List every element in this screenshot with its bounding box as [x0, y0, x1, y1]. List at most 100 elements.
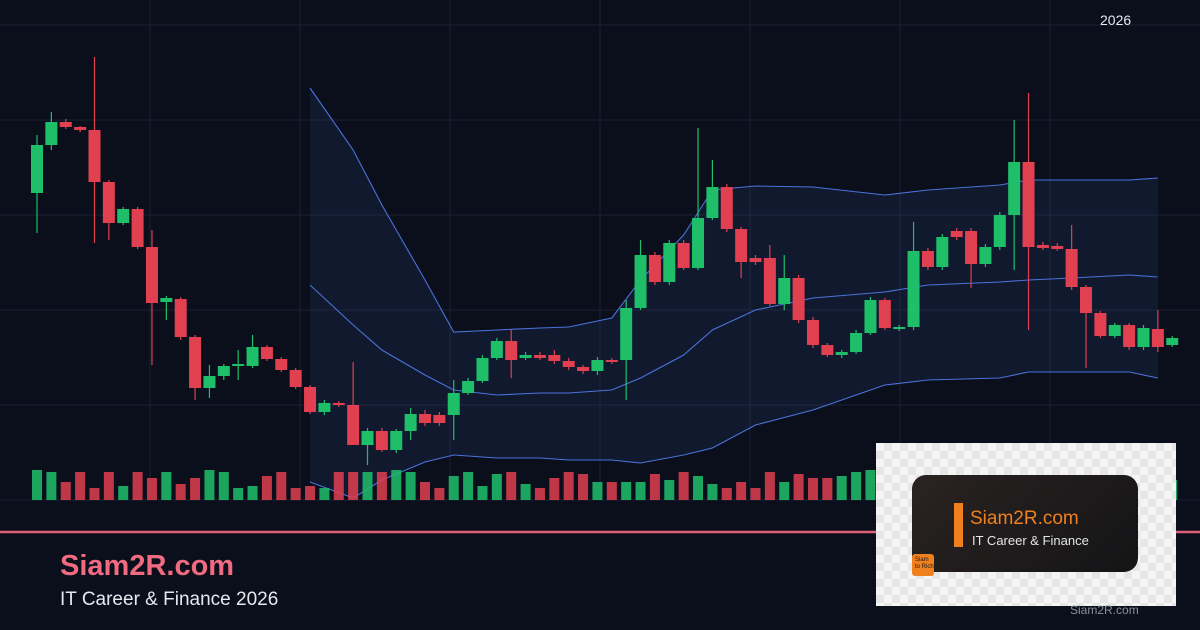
candle-body	[735, 229, 748, 262]
candle-body	[1022, 162, 1035, 247]
candle-body	[778, 278, 791, 304]
candle-body	[433, 415, 446, 423]
candle-body	[921, 251, 934, 267]
volume-bar	[146, 478, 157, 500]
candle-body	[117, 209, 130, 223]
volume-bar	[175, 484, 186, 500]
candle-body	[1094, 313, 1107, 336]
candle-body	[447, 393, 460, 415]
icon-text: to Rich	[915, 564, 934, 570]
candle-body	[1008, 162, 1021, 215]
volume-bar	[721, 488, 732, 500]
volume-bar	[103, 472, 114, 500]
logo-bar	[954, 503, 963, 547]
candle-body	[375, 431, 388, 450]
candle-body	[1051, 246, 1064, 249]
candle-body	[979, 247, 992, 264]
volume-bar	[764, 472, 775, 500]
volume-bar	[664, 480, 675, 500]
candle-body	[720, 187, 733, 229]
candle-body	[993, 215, 1006, 247]
candle-body	[1123, 325, 1136, 347]
candle-body	[217, 366, 230, 376]
volume-bar	[218, 472, 229, 500]
candle-body	[806, 320, 819, 345]
volume-bar	[305, 486, 316, 500]
candle-body	[605, 360, 618, 362]
candle-body	[706, 187, 719, 218]
candle-body	[246, 347, 259, 366]
candle-body	[131, 209, 144, 247]
volume-bar	[606, 482, 617, 500]
volume-bar	[161, 472, 172, 500]
volume-bar	[405, 472, 416, 500]
candle-body	[390, 431, 403, 450]
candle-body	[864, 300, 877, 333]
volume-bar	[506, 472, 517, 500]
volume-bar	[793, 474, 804, 500]
candle-body	[102, 182, 115, 223]
volume-bar	[89, 488, 100, 500]
candle-body	[907, 251, 920, 327]
candle-body	[347, 405, 360, 445]
volume-bar	[693, 476, 704, 500]
candle-body	[792, 278, 805, 320]
logo-box: Siam2R.com IT Career & Finance Siam to Ri…	[912, 475, 1138, 576]
candle-body	[692, 218, 705, 268]
candle-body	[950, 231, 963, 237]
candle-body	[1080, 287, 1093, 313]
candle-body	[648, 255, 661, 282]
candle-body	[893, 327, 906, 329]
volume-bar	[60, 482, 71, 500]
volume-bar	[391, 470, 402, 500]
candle-body	[476, 358, 489, 381]
volume-bar	[865, 470, 876, 500]
candle-body	[749, 258, 762, 262]
volume-bar	[563, 472, 574, 500]
volume-bar	[118, 486, 129, 500]
candle-body	[677, 243, 690, 268]
candle-body	[31, 145, 43, 193]
volume-bar	[491, 474, 502, 500]
logo-icon: Siam to Rich	[912, 554, 934, 576]
candle-body	[1065, 249, 1078, 287]
band-middle	[309, 274, 1158, 396]
volume-bar	[621, 482, 632, 500]
logo-subtitle: IT Career & Finance	[972, 533, 1089, 548]
volume-bar	[592, 482, 603, 500]
candle-body	[232, 364, 245, 366]
volume-bar	[190, 478, 201, 500]
volume-bar	[348, 472, 359, 500]
volume-bar	[836, 476, 847, 500]
candle-body	[577, 367, 590, 371]
candle-body	[275, 359, 288, 370]
candle-body	[174, 299, 187, 337]
candle-body	[1108, 325, 1121, 336]
volume-bar	[463, 472, 474, 500]
candle-body	[203, 376, 216, 388]
candle-body	[821, 345, 834, 355]
candle-body	[548, 355, 561, 361]
candle-body	[634, 255, 647, 308]
annotation: 2026	[1100, 12, 1132, 28]
volume-bar	[376, 472, 387, 500]
watermark: Siam2R.com	[1070, 603, 1139, 617]
volume-bar	[290, 488, 301, 500]
candle-body	[878, 300, 891, 328]
volume-bar	[520, 484, 531, 500]
candle-body	[763, 258, 776, 304]
volume-bar	[477, 486, 488, 500]
volume-bar	[132, 472, 143, 500]
candle-body	[304, 387, 317, 412]
volume-bar	[750, 488, 761, 500]
volume-bar	[233, 488, 244, 500]
candle-body	[260, 347, 273, 359]
brand-title: Siam2R.com	[60, 550, 235, 582]
volume-bar	[736, 482, 747, 500]
candle-body	[620, 308, 633, 360]
candle-body	[74, 127, 87, 130]
candle-body	[519, 355, 532, 358]
band-area	[310, 88, 1158, 498]
candle-body	[850, 333, 863, 352]
volume-bar	[75, 472, 86, 500]
